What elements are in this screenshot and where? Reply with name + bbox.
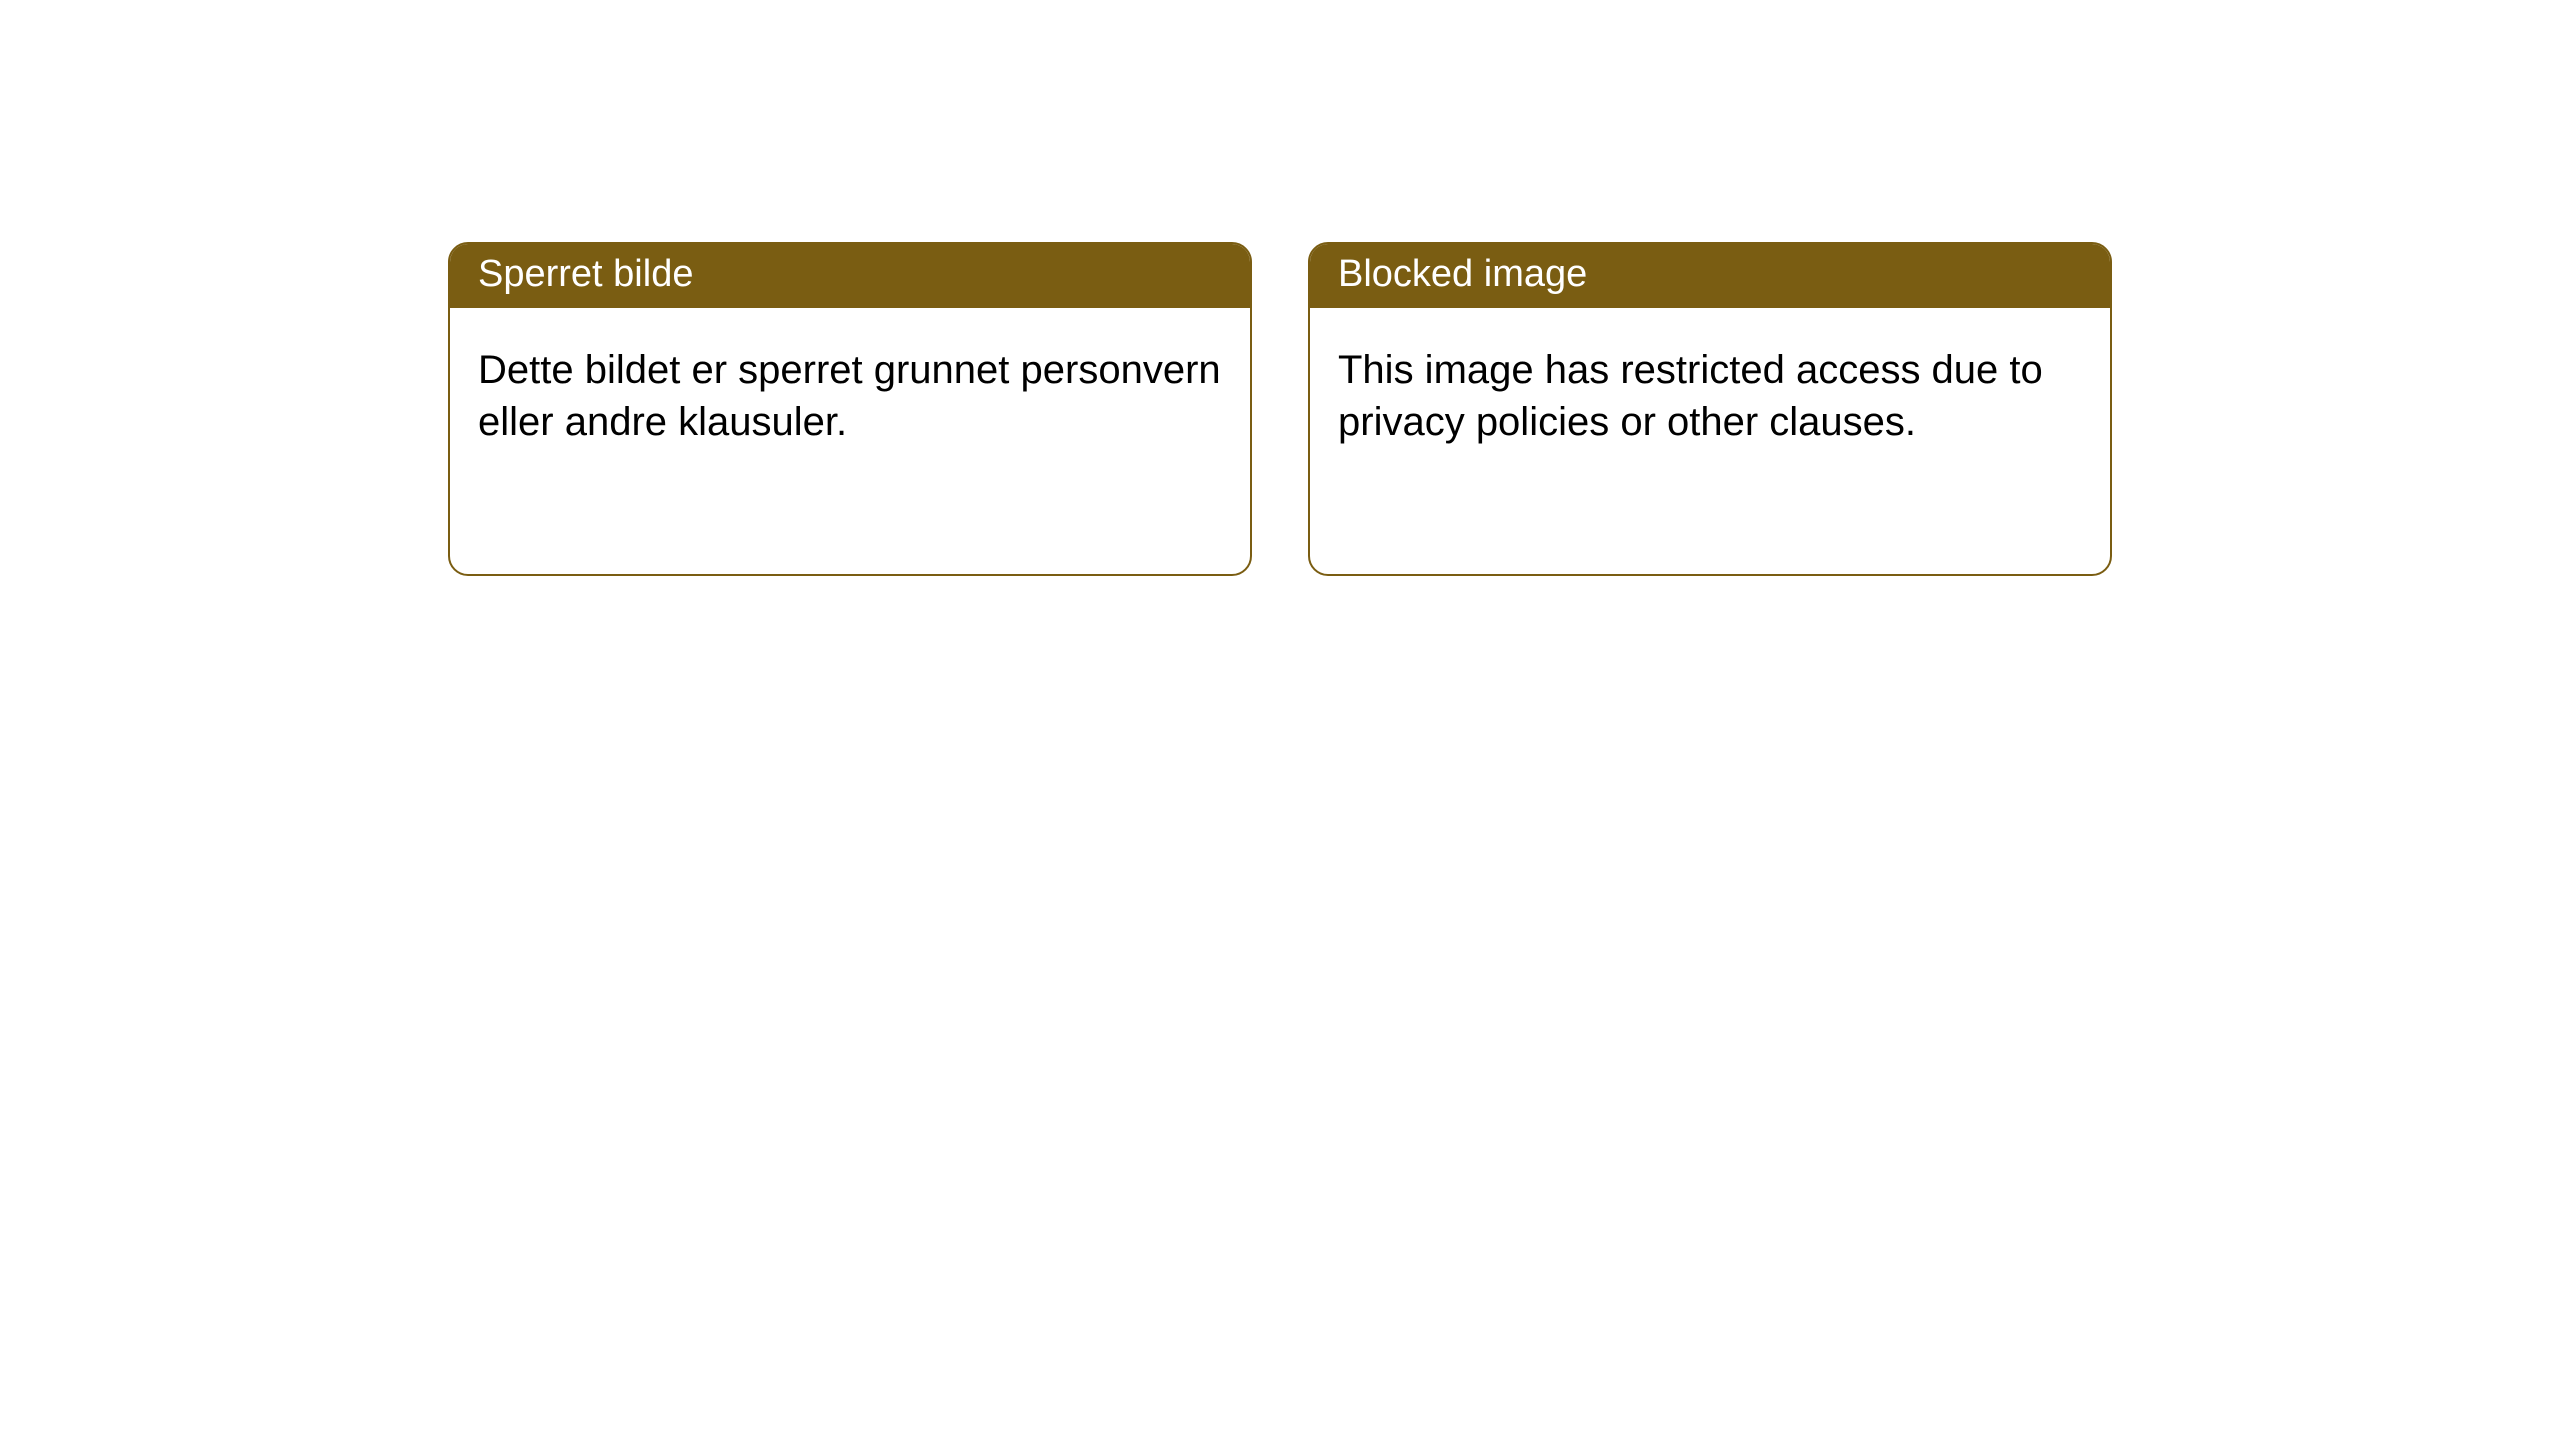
notice-title-english: Blocked image bbox=[1310, 244, 2110, 308]
notice-card-norwegian: Sperret bilde Dette bildet er sperret gr… bbox=[448, 242, 1252, 576]
notice-container: Sperret bilde Dette bildet er sperret gr… bbox=[0, 0, 2560, 576]
notice-body-norwegian: Dette bildet er sperret grunnet personve… bbox=[450, 308, 1250, 484]
notice-card-english: Blocked image This image has restricted … bbox=[1308, 242, 2112, 576]
notice-title-norwegian: Sperret bilde bbox=[450, 244, 1250, 308]
notice-body-english: This image has restricted access due to … bbox=[1310, 308, 2110, 484]
